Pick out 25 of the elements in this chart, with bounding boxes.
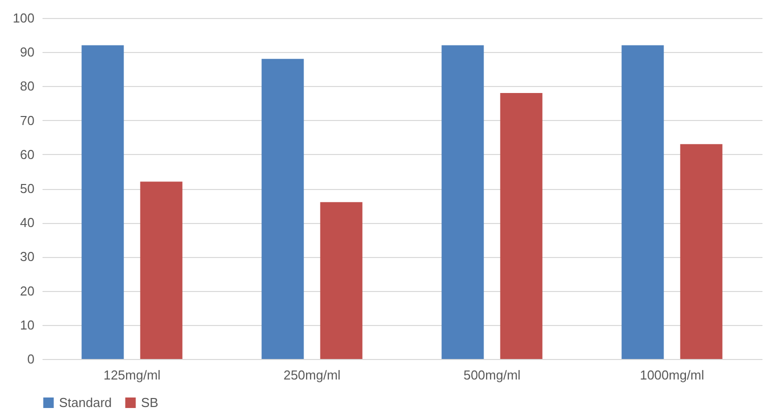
y-tick-label: 30: [20, 249, 34, 264]
x-tick-label: 500mg/ml: [463, 368, 521, 382]
y-tick-label: 40: [20, 215, 34, 230]
bar: [320, 202, 362, 359]
y-tick-label: 20: [20, 283, 34, 298]
x-tick-label: 1000mg/ml: [640, 368, 704, 382]
bar: [262, 58, 304, 359]
bar: [680, 144, 722, 359]
y-tick-label: 60: [20, 146, 34, 162]
bar: [140, 182, 182, 359]
y-tick-label: 90: [20, 44, 34, 60]
y-tick-label: 0: [27, 352, 34, 366]
x-tick-label: 125mg/ml: [103, 368, 161, 382]
bar: [442, 45, 484, 359]
y-tick-label: 10: [20, 317, 34, 332]
legend-label: Standard: [59, 394, 112, 410]
y-tick-label: 50: [20, 181, 34, 196]
y-tick-label: 80: [20, 78, 34, 94]
y-tick-label: 70: [20, 112, 34, 128]
legend-label: SB: [141, 394, 158, 410]
bar: [500, 93, 542, 359]
x-tick-label: 250mg/ml: [283, 368, 341, 382]
y-tick-label: 100: [12, 10, 34, 26]
bar: [622, 45, 664, 359]
bar: [82, 45, 124, 359]
